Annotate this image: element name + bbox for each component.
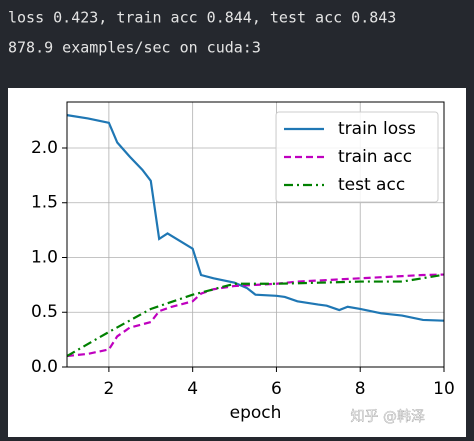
x-tick-label: 2: [103, 379, 114, 399]
console-line: loss 0.423, train acc 0.844, test acc 0.…: [8, 9, 396, 27]
console-line: 878.9 examples/sec on cuda:3: [8, 39, 261, 57]
y-tick-label: 1.0: [31, 247, 58, 267]
x-tick-label: 8: [355, 379, 366, 399]
y-tick-label: 0.0: [31, 357, 58, 377]
y-tick-label: 0.5: [31, 302, 58, 322]
y-tick-label: 2.0: [31, 138, 58, 158]
legend-label: test acc: [338, 175, 405, 195]
legend-label: train loss: [338, 119, 416, 139]
watermark: 知乎 @韩泽: [351, 408, 425, 425]
legend-box: [275, 111, 439, 203]
legend-label: train acc: [338, 147, 412, 167]
plot: 2 4 6 8 10 0.0 0.5 1.0 1.5 2.0 train loss train acc…: [31, 101, 455, 399]
x-tick-label: 4: [187, 379, 198, 399]
series-line: [66, 273, 445, 358]
x-axis-label: epoch: [230, 403, 282, 423]
x-tick-label: 6: [271, 379, 282, 399]
series-line: [66, 114, 445, 322]
x-tick-label: 10: [433, 379, 455, 399]
axes-frame: [66, 101, 445, 368]
y-tick-label: 1.5: [31, 193, 58, 213]
